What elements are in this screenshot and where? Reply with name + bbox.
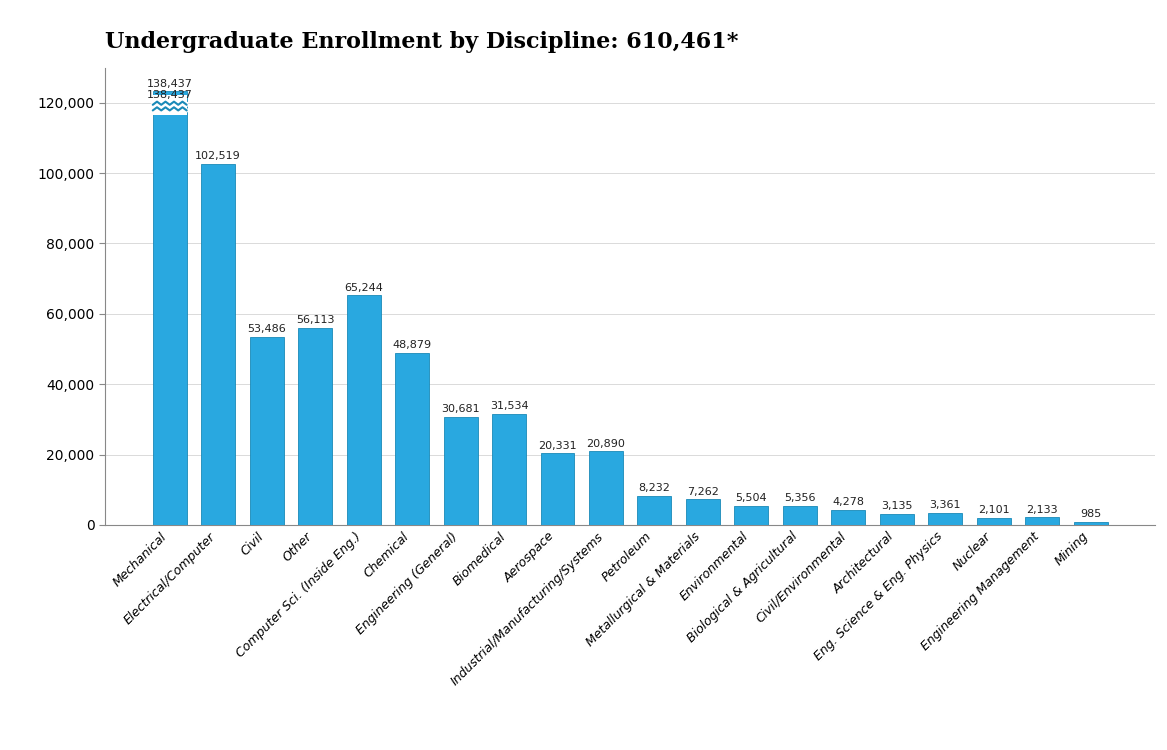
Text: 53,486: 53,486 bbox=[247, 324, 286, 334]
Bar bbox=[734, 506, 768, 525]
Bar bbox=[977, 518, 1011, 525]
Bar bbox=[1025, 518, 1060, 525]
Text: Undergraduate Enrollment by Discipline: 610,461*: Undergraduate Enrollment by Discipline: … bbox=[105, 31, 739, 53]
Bar bbox=[540, 454, 574, 525]
Text: 2,101: 2,101 bbox=[978, 505, 1009, 515]
Text: 2,133: 2,133 bbox=[1026, 505, 1058, 515]
Bar bbox=[153, 95, 187, 115]
Text: 7,262: 7,262 bbox=[687, 487, 719, 496]
Text: 65,244: 65,244 bbox=[344, 283, 383, 292]
Text: 3,361: 3,361 bbox=[929, 500, 960, 510]
Bar bbox=[299, 328, 333, 525]
Text: 4,278: 4,278 bbox=[832, 497, 865, 507]
Bar bbox=[637, 496, 671, 525]
Bar bbox=[396, 353, 429, 525]
Text: 20,890: 20,890 bbox=[587, 439, 626, 448]
Bar bbox=[880, 514, 914, 525]
Bar bbox=[153, 91, 187, 101]
Text: 138,437: 138,437 bbox=[147, 80, 193, 89]
Text: 56,113: 56,113 bbox=[296, 315, 335, 325]
Text: 20,331: 20,331 bbox=[538, 441, 576, 451]
Bar bbox=[783, 506, 817, 525]
Text: 3,135: 3,135 bbox=[881, 501, 913, 512]
Bar bbox=[443, 417, 477, 525]
Text: 5,356: 5,356 bbox=[784, 494, 816, 503]
Text: 31,534: 31,534 bbox=[490, 401, 529, 411]
Text: 8,232: 8,232 bbox=[638, 483, 670, 494]
Bar bbox=[686, 500, 720, 525]
Bar bbox=[492, 414, 526, 525]
Text: 30,681: 30,681 bbox=[441, 404, 480, 414]
Bar bbox=[153, 103, 187, 525]
Text: 985: 985 bbox=[1079, 509, 1102, 519]
Text: 5,504: 5,504 bbox=[735, 493, 767, 502]
Bar bbox=[347, 296, 380, 525]
Bar bbox=[928, 513, 962, 525]
Bar bbox=[589, 452, 623, 525]
Text: 102,519: 102,519 bbox=[195, 152, 242, 161]
Bar bbox=[1074, 521, 1107, 525]
Bar bbox=[201, 164, 236, 525]
Bar bbox=[831, 510, 865, 525]
Text: 138,437: 138,437 bbox=[147, 90, 193, 100]
Text: 48,879: 48,879 bbox=[392, 340, 432, 350]
Bar bbox=[250, 337, 284, 525]
